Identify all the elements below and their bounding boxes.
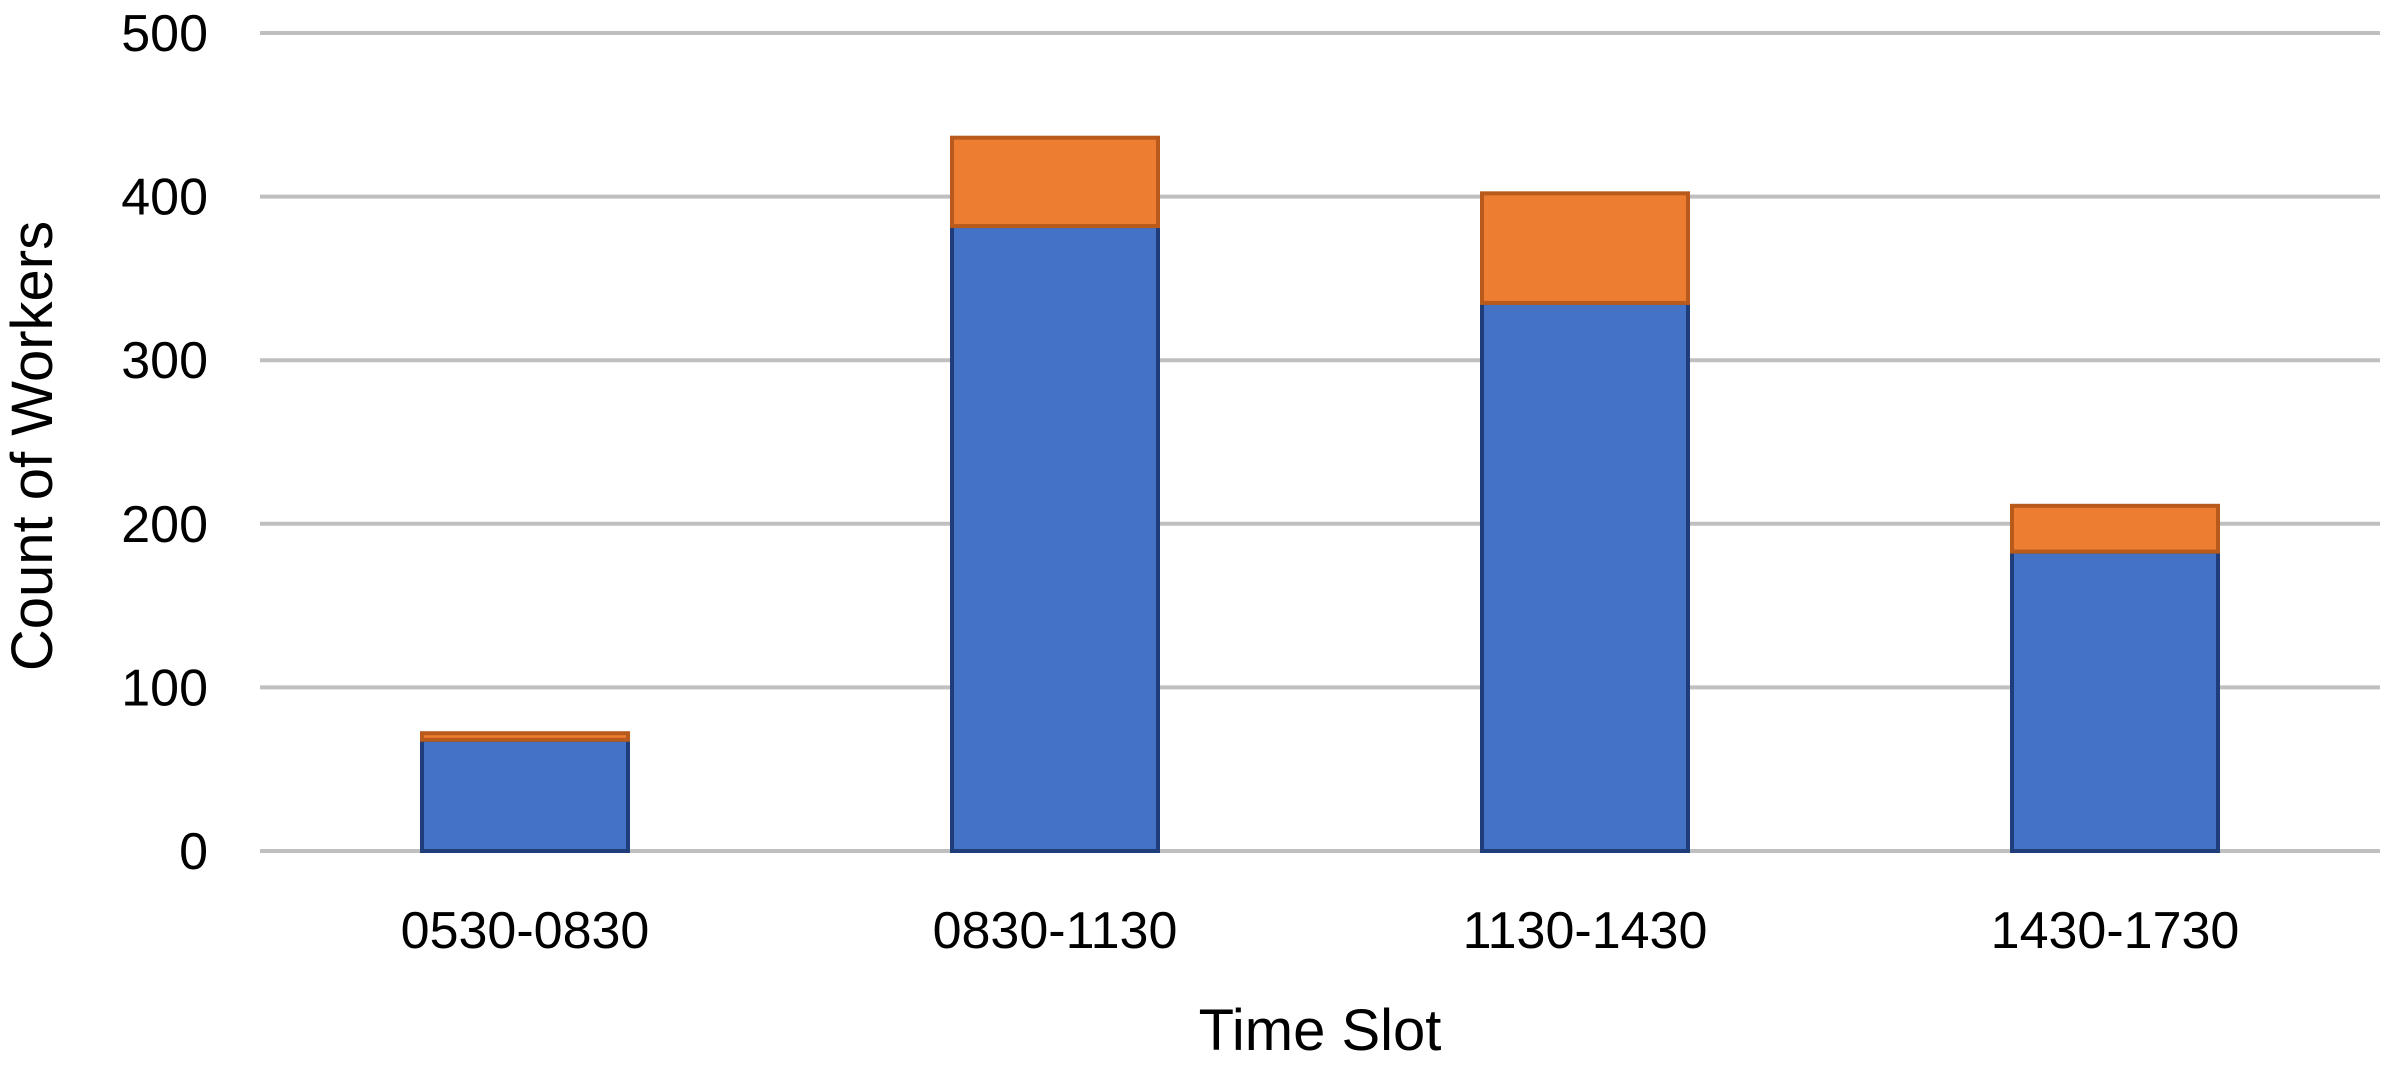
bar-segment-series-2 [420,731,630,742]
y-tick-label: 100 [121,659,208,717]
x-tick-label: 0530-0830 [401,902,650,960]
y-tick-label: 500 [121,5,208,63]
bar-segment-series-2 [950,135,1160,229]
x-tick-label: 0830-1130 [933,902,1178,960]
bar-segment-series-2 [1480,191,1690,305]
bar-segment-series-1 [420,737,630,854]
bar-segment-series-1 [950,224,1160,854]
bar-segment-series-2 [2010,503,2220,554]
y-axis-title: Count of Workers [0,221,65,671]
y-tick-label: 400 [121,169,208,227]
y-tick-labels: 0 100 200 300 400 500 [121,5,208,881]
bar-segment-series-1 [1480,300,1690,853]
x-tick-labels: 0530-0830 0830-1130 1130-1430 1430-1730 [401,902,2240,960]
bar-segment-series-1 [2010,549,2220,853]
x-axis-title: Time Slot [1199,998,1442,1063]
x-tick-label: 1430-1730 [1991,902,2240,960]
bars [420,135,2220,854]
y-tick-label: 0 [179,823,208,881]
x-tick-label: 1130-1430 [1463,902,1708,960]
y-tick-label: 200 [121,496,208,554]
y-tick-label: 300 [121,332,208,390]
